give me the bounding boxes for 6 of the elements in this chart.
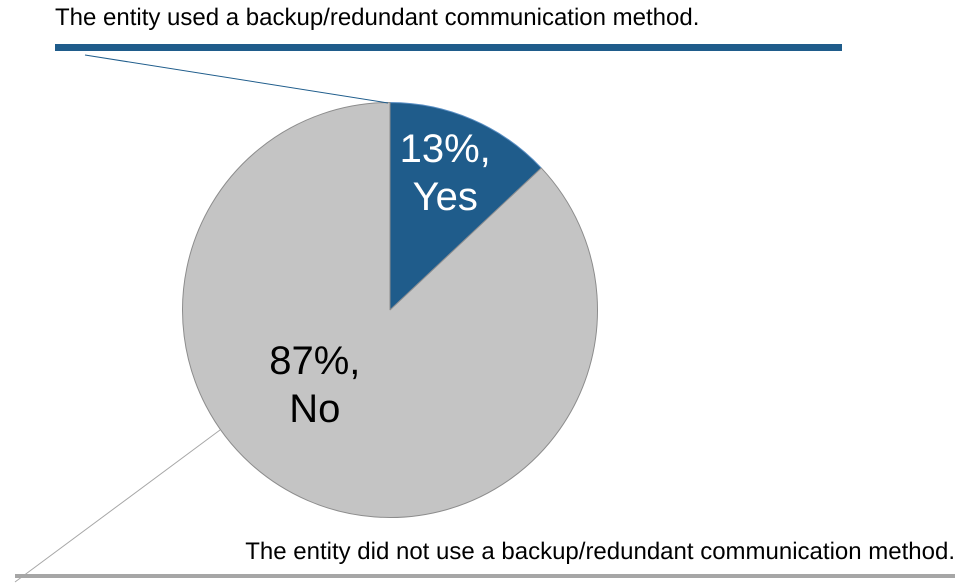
- slice-label: Yes: [412, 174, 478, 219]
- text: The entity used a backup/redundant communication method.: [55, 4, 842, 51]
- slice-label: No: [289, 387, 340, 432]
- data-label: 13%,: [400, 126, 491, 171]
- text: The entity did not use a backup/redundant communication method.: [15, 538, 955, 578]
- data-label: 87%,: [269, 339, 360, 384]
